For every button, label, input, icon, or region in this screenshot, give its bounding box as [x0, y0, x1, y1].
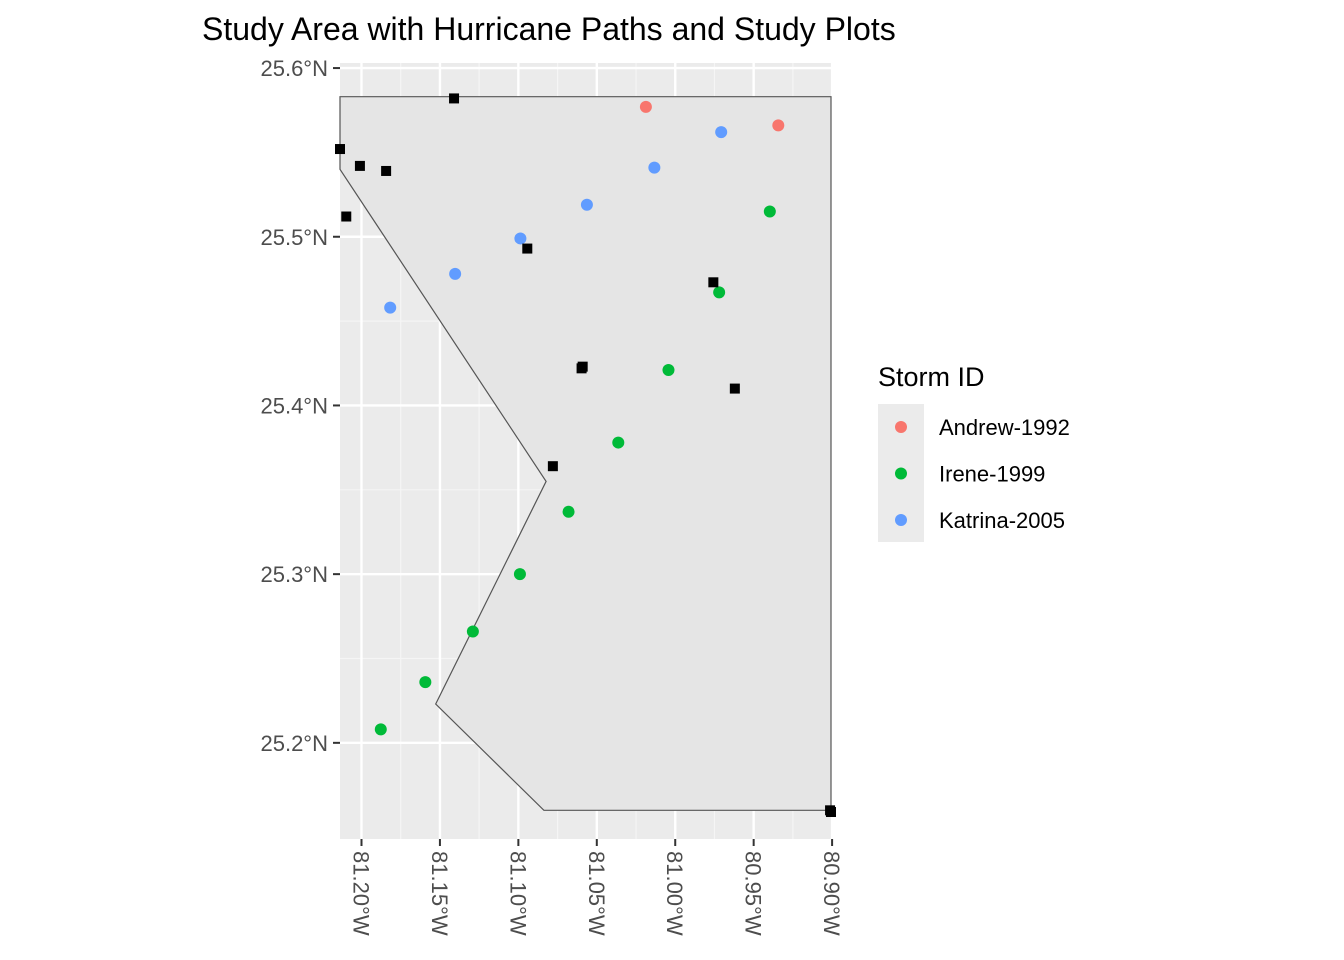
y-tick-label: 25.2°N	[260, 731, 328, 756]
study-plot-marker	[547, 461, 558, 472]
x-tick-label: 80.90°W	[819, 851, 844, 936]
storm-point	[384, 301, 397, 314]
storm-point	[562, 505, 575, 518]
study-plot-marker	[825, 805, 836, 816]
storm-point	[662, 364, 675, 377]
legend-item-label: Katrina-2005	[939, 508, 1065, 533]
y-tick-label: 25.6°N	[260, 56, 328, 81]
x-tick-label: 81.05°W	[584, 851, 609, 936]
axes: 81.20°W 81.15°W 81.10°W 81.05°W 81.00°W 80.95…	[260, 56, 844, 936]
study-plot-marker	[729, 383, 740, 394]
chart-title: Study Area with Hurricane Paths and Stud…	[202, 11, 896, 47]
legend-key	[895, 421, 907, 433]
storm-point	[374, 723, 387, 736]
study-plot-marker	[335, 144, 345, 155]
study-plot-marker	[708, 277, 719, 288]
study-plot-marker	[341, 211, 352, 222]
storm-point	[580, 198, 593, 211]
study-plot-marker	[522, 243, 533, 254]
legend: Storm ID Andrew-1992 Irene-1999 Katrina-200…	[878, 362, 1070, 542]
study-plot-marker	[449, 93, 460, 104]
study-area-polygon	[339, 96, 832, 811]
storm-point	[648, 161, 661, 174]
legend-key	[895, 467, 907, 480]
x-tick-label: 81.10°W	[505, 851, 530, 936]
storm-point	[466, 625, 479, 638]
storm-point	[612, 436, 625, 449]
x-tick-label: 81.00°W	[662, 851, 687, 936]
storm-point	[514, 232, 527, 245]
y-tick-label: 25.5°N	[260, 225, 328, 250]
x-tick-label: 80.95°W	[741, 851, 766, 936]
legend-key	[895, 514, 907, 526]
storm-point	[715, 126, 728, 139]
storm-point	[763, 205, 776, 218]
study-area	[339, 96, 832, 811]
storm-point	[449, 267, 462, 280]
x-tick-label: 81.20°W	[348, 851, 373, 936]
data-points	[335, 93, 836, 818]
legend-item-label: Irene-1999	[939, 462, 1045, 487]
study-plot-marker	[354, 160, 365, 171]
plot-panel	[335, 63, 836, 839]
legend-title: Storm ID	[878, 362, 985, 392]
y-tick-label: 25.4°N	[260, 393, 328, 418]
storm-point	[772, 119, 785, 132]
storm-point	[513, 568, 526, 581]
study-plot-marker	[577, 361, 588, 372]
storm-point	[639, 100, 652, 113]
x-tick-label: 81.15°W	[427, 851, 452, 936]
legend-item-label: Andrew-1992	[939, 415, 1070, 440]
storm-point	[713, 286, 726, 299]
study-plot-marker	[381, 165, 392, 176]
storm-point	[419, 676, 432, 689]
y-tick-label: 25.3°N	[260, 562, 328, 587]
